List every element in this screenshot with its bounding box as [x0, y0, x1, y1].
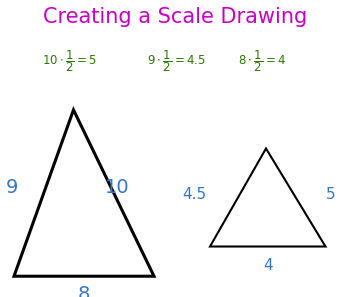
Text: $10\cdot\dfrac{1}{2}=5$: $10\cdot\dfrac{1}{2}=5$ [42, 48, 97, 74]
Text: 10: 10 [105, 178, 130, 197]
Text: 8: 8 [78, 285, 90, 297]
Text: 5: 5 [326, 187, 336, 202]
Text: $9\cdot\dfrac{1}{2}=4.5$: $9\cdot\dfrac{1}{2}=4.5$ [147, 48, 206, 74]
Text: 9: 9 [6, 178, 19, 197]
Text: 4: 4 [263, 258, 273, 273]
Text: Creating a Scale Drawing: Creating a Scale Drawing [43, 7, 307, 27]
Text: $8\cdot\dfrac{1}{2}=4$: $8\cdot\dfrac{1}{2}=4$ [238, 48, 286, 74]
Text: 4.5: 4.5 [182, 187, 206, 202]
